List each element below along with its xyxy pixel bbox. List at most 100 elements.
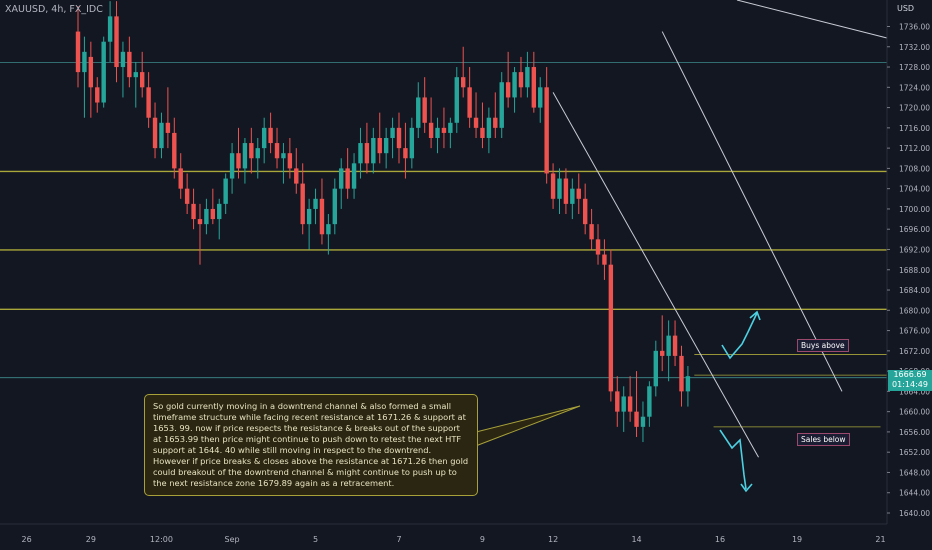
candle-body-55 — [428, 122, 434, 138]
candle-body-90 — [653, 350, 658, 387]
bullish-arrow-path — [721, 312, 758, 360]
candle-body-51 — [403, 148, 408, 159]
bearish-arrow-path — [719, 429, 747, 490]
candle-body-94 — [679, 355, 684, 392]
candle-body-5 — [107, 16, 113, 42]
x-tick-label-4: 5 — [313, 535, 318, 544]
candle-body-66 — [499, 82, 504, 128]
candle-body-82 — [602, 254, 607, 265]
candle-body-45 — [364, 143, 370, 164]
candle-body-44 — [358, 143, 363, 164]
candle-body-67 — [505, 82, 511, 98]
y-tick-label-16: 1672.00 — [899, 347, 930, 356]
candle-body-0 — [75, 31, 81, 73]
x-tick-label-9: 16 — [715, 535, 725, 544]
candle-body-14 — [165, 122, 171, 133]
candle-body-10 — [140, 72, 145, 88]
candle-body-73 — [544, 87, 549, 174]
candle-body-26 — [242, 143, 248, 169]
bearish-arrow-head — [740, 483, 753, 493]
candle-body-30 — [268, 127, 273, 144]
bullish-arrow-head — [749, 310, 761, 321]
sales-below-tag[interactable]: Sales below — [797, 433, 850, 446]
candle-body-31 — [274, 143, 280, 159]
candle-body-37 — [313, 198, 318, 209]
candle-body-86 — [627, 396, 633, 412]
x-tick-label-8: 14 — [631, 535, 641, 544]
candle-body-68 — [512, 72, 517, 98]
candle-body-57 — [441, 127, 447, 133]
candle-body-63 — [480, 127, 485, 138]
candle-body-75 — [557, 178, 562, 199]
last-price-value: 1666.69 — [893, 370, 927, 379]
y-tick-label-6: 1712.00 — [899, 144, 930, 153]
buys-above-tag[interactable]: Buys above — [797, 339, 849, 352]
y-tick-label-5: 1716.00 — [899, 124, 930, 133]
candle-body-3 — [95, 87, 100, 103]
candle-body-52 — [409, 127, 415, 159]
candle-body-56 — [435, 127, 440, 138]
y-tick-label-18: 1664.00 — [899, 387, 930, 396]
candle-body-62 — [473, 117, 479, 128]
candle-body-8 — [127, 51, 132, 78]
y-tick-label-4: 1720.00 — [899, 104, 930, 113]
x-tick-label-11: 21 — [875, 535, 885, 544]
candle-body-9 — [133, 72, 138, 78]
candle-body-71 — [531, 67, 537, 108]
candle-body-21 — [210, 208, 216, 220]
y-tick-label-13: 1684.00 — [899, 286, 930, 295]
x-tick-label-2: 12:00 — [150, 535, 173, 544]
y-tick-label-19: 1660.00 — [899, 408, 930, 417]
candle-body-81 — [595, 239, 601, 255]
channel-line-0 — [661, 31, 843, 392]
y-tick-label-10: 1696.00 — [899, 225, 930, 234]
drawings — [459, 0, 888, 493]
candlesticks — [75, 1, 691, 443]
x-tick-label-7: 12 — [548, 535, 558, 544]
candle-body-89 — [647, 386, 652, 417]
candle-body-22 — [217, 203, 222, 220]
candle-body-49 — [390, 127, 395, 138]
candle-body-58 — [448, 122, 453, 133]
candle-body-69 — [518, 72, 524, 88]
candle-body-54 — [422, 97, 427, 123]
candle-body-50 — [396, 127, 402, 149]
candle-body-25 — [236, 153, 241, 169]
analysis-note[interactable]: So gold currently moving in a downtrend … — [144, 394, 478, 496]
candle-body-85 — [621, 396, 626, 412]
candle-body-79 — [582, 198, 588, 225]
candle-body-13 — [159, 122, 164, 149]
y-tick-label-9: 1700.00 — [899, 205, 930, 214]
candle-body-78 — [576, 188, 581, 199]
candle-body-16 — [178, 168, 183, 189]
candle-body-93 — [672, 335, 678, 356]
candle-body-17 — [184, 188, 190, 204]
candle-body-88 — [640, 416, 646, 427]
candle-body-65 — [493, 117, 498, 128]
x-tick-label-0: 26 — [22, 535, 32, 544]
candle-body-84 — [615, 391, 620, 412]
candle-body-29 — [261, 127, 267, 149]
y-tick-label-15: 1676.00 — [899, 327, 930, 336]
candle-body-27 — [249, 143, 254, 159]
candle-body-6 — [114, 16, 119, 68]
candle-body-34 — [294, 168, 299, 184]
x-tick-label-5: 7 — [396, 535, 401, 544]
candle-body-2 — [88, 56, 94, 88]
y-tick-label-11: 1692.00 — [899, 245, 930, 254]
bar-countdown: 01:14:49 — [892, 380, 928, 389]
y-tick-label-3: 1724.00 — [899, 83, 930, 92]
candle-body-35 — [300, 183, 305, 225]
y-tick-label-22: 1648.00 — [899, 468, 930, 477]
candle-body-33 — [287, 153, 293, 169]
candle-body-80 — [589, 224, 594, 240]
y-tick-label-12: 1688.00 — [899, 266, 930, 275]
y-tick-label-21: 1652.00 — [899, 448, 930, 457]
candle-body-72 — [538, 87, 543, 108]
candle-body-47 — [377, 137, 382, 154]
candle-body-1 — [82, 51, 87, 73]
candle-body-64 — [486, 117, 492, 138]
y-tick-label-2: 1728.00 — [899, 63, 930, 72]
y-tick-label-7: 1708.00 — [899, 164, 930, 173]
